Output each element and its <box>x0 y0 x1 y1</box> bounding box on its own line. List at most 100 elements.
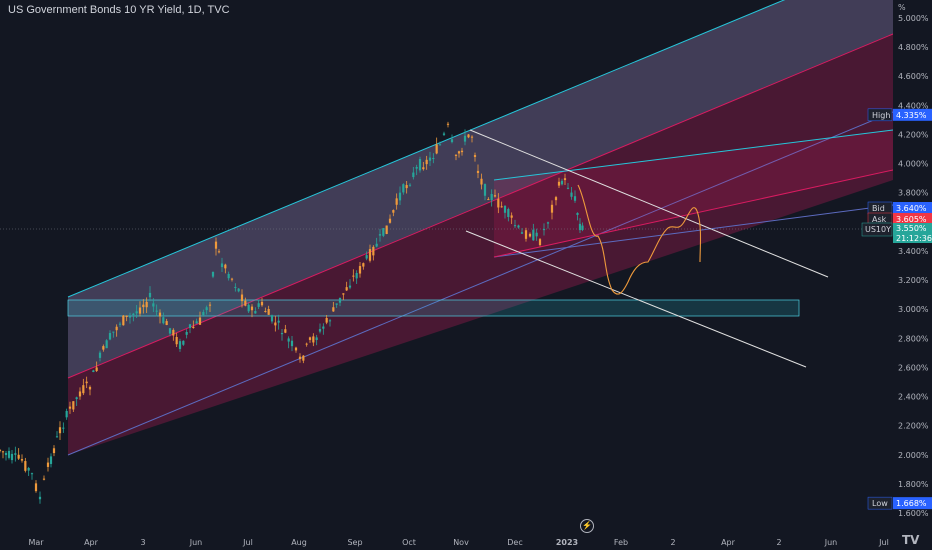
candle-body <box>234 286 237 288</box>
y-tick-label: 2.800% <box>898 334 929 343</box>
candle-body <box>302 355 305 361</box>
candle-body <box>305 343 308 345</box>
bid-value-box <box>893 202 932 214</box>
y-tick-label: 2.600% <box>898 363 929 372</box>
low-value: 1.668% <box>896 499 927 508</box>
x-tick-label: Jul <box>242 538 253 547</box>
candle-body <box>332 307 335 312</box>
symbol-value: 3.550% <box>896 224 927 233</box>
x-axis[interactable]: Mar Apr 3 Jun Jul Aug Sep Oct Nov Dec 2023 Feb 2 Apr 2… <box>28 538 888 547</box>
candle-body <box>168 328 172 334</box>
candle-body <box>10 453 14 461</box>
candle-body <box>412 172 415 178</box>
candle-body <box>352 275 355 277</box>
candle-body <box>290 340 294 347</box>
x-tick-label: 2 <box>670 538 675 547</box>
candle-body <box>513 225 517 227</box>
high-value-box <box>893 108 932 121</box>
candle-body <box>108 333 112 340</box>
candle-body <box>328 320 332 322</box>
candle-body <box>473 155 477 157</box>
candle-body <box>24 461 27 471</box>
candle-body <box>1 451 5 453</box>
candle-body <box>214 241 218 249</box>
ask-label: Ask <box>872 215 887 224</box>
candle-body <box>450 139 454 143</box>
x-tick-label: Oct <box>402 538 416 547</box>
candle-body <box>145 301 148 308</box>
candle-body <box>85 381 88 384</box>
y-tick-label: 3.200% <box>898 276 929 285</box>
high-label: High <box>872 111 890 120</box>
candlestick-series <box>0 121 584 504</box>
x-tick-label: Dec <box>507 538 522 547</box>
symbol-label-box <box>861 222 893 237</box>
candle-body <box>467 134 470 138</box>
x-tick-label: Jun <box>189 538 203 547</box>
candle-body <box>287 338 290 342</box>
candle-body <box>557 181 561 186</box>
candle-body <box>493 195 497 197</box>
ask-value-box <box>893 213 932 225</box>
candle-body <box>490 194 493 201</box>
candle-body <box>542 228 546 231</box>
candle-body <box>128 316 132 318</box>
lightning-icon[interactable]: ⚡ <box>580 519 594 533</box>
candle-body <box>260 301 264 306</box>
candle-body <box>507 209 510 218</box>
symbol-label: US10Y <box>865 225 891 234</box>
candle-body <box>425 159 428 165</box>
x-tick-label: Apr <box>721 538 736 547</box>
candle-body <box>240 294 244 302</box>
candle-body <box>267 309 270 315</box>
candle-body <box>172 329 175 336</box>
candle-body <box>75 397 78 400</box>
candle-body <box>202 312 205 316</box>
candle-body <box>192 326 195 328</box>
projection-path <box>577 184 702 295</box>
candle-body <box>480 178 483 185</box>
support-zone <box>67 299 800 317</box>
candle-body <box>142 304 145 308</box>
y-tick-label: 2.400% <box>898 393 929 402</box>
x-tick-label: 2023 <box>556 538 578 547</box>
y-tick-label: 3.400% <box>898 247 929 256</box>
y-tick-label: 4.000% <box>898 160 929 169</box>
candle-body <box>395 198 398 205</box>
mid-channel-line <box>67 33 894 379</box>
candle-body <box>432 157 435 160</box>
candle-body <box>254 311 257 314</box>
candle-body <box>277 320 280 323</box>
upper-channel-line <box>67 0 786 298</box>
price-tags: High 4.335%Bid 3.640%Ask 3.605%US10Y 3.550%2… <box>861 108 932 510</box>
candle-body <box>442 133 446 135</box>
candle-body <box>217 251 221 253</box>
candle-body <box>510 215 513 218</box>
y-axis-unit: % <box>898 3 906 12</box>
candle-body <box>165 321 168 325</box>
candle-body <box>118 323 122 325</box>
candle-body <box>524 230 528 239</box>
y-tick-label: 1.800% <box>898 480 929 489</box>
down-trendline-lower <box>465 230 807 368</box>
candle-body <box>338 297 342 303</box>
candle-body <box>257 303 260 307</box>
x-tick-label: Feb <box>614 538 628 547</box>
y-axis[interactable]: % 5.000% 4.800% 4.600% 4.400% 4.200% 4.000% 3.8… <box>893 0 932 550</box>
x-tick-label: Jun <box>824 538 838 547</box>
candle-body <box>405 185 408 189</box>
y-tick-label: 2.000% <box>898 451 929 460</box>
candle-body <box>375 243 378 247</box>
x-tick-label: 2 <box>776 538 781 547</box>
candle-body <box>92 370 95 373</box>
candle-body <box>388 218 392 223</box>
candle-body <box>581 225 584 230</box>
high-label-box <box>867 108 893 122</box>
candle-body <box>280 333 284 335</box>
candle-body <box>17 454 20 459</box>
candle-body <box>454 154 458 156</box>
candle-body <box>325 317 328 323</box>
x-tick-label: Jul <box>878 538 889 547</box>
candle-body <box>398 192 402 201</box>
